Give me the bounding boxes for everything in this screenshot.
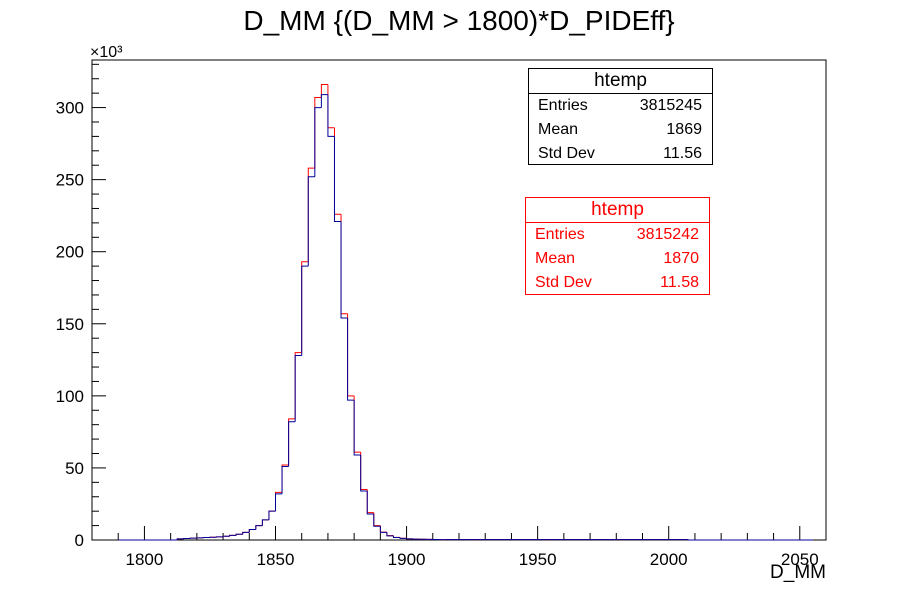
stats-row-entries: Entries 3815242 xyxy=(526,223,709,247)
histogram-bin xyxy=(366,489,374,514)
histogram-bin xyxy=(373,512,381,527)
histogram-bin xyxy=(255,525,263,530)
histogram-bin xyxy=(353,400,361,456)
histogram-bin xyxy=(301,261,309,353)
histogram-bin xyxy=(176,538,184,540)
x-tick-label: 1950 xyxy=(519,550,557,569)
stats-value: 11.56 xyxy=(663,145,702,162)
histogram-bin xyxy=(261,519,269,526)
y-axis: 0 50 100 150 200 250 300 xyxy=(56,63,106,550)
histogram-bin xyxy=(347,313,355,397)
y-multiplier: ×10³ xyxy=(90,44,123,61)
stats-label: Mean xyxy=(535,250,576,267)
histogram-bin xyxy=(229,534,237,537)
y-tick-label: 250 xyxy=(56,171,84,190)
stats-row-mean: Mean 1869 xyxy=(529,118,712,142)
histogram-bin xyxy=(379,525,387,533)
stats-label: Std Dev xyxy=(535,274,592,291)
chart-title: D_MM {(D_MM > 1800)*D_PIDEff} xyxy=(243,5,674,36)
stats-value: 1869 xyxy=(666,121,702,138)
stats-value: 1870 xyxy=(663,250,699,267)
histogram-bin xyxy=(360,454,368,492)
y-tick-label: 150 xyxy=(56,315,84,334)
histogram-bin xyxy=(366,490,374,515)
stats-box-red: htemp Entries 3815242 Mean 1870 Std Dev … xyxy=(525,197,710,295)
histogram-bin xyxy=(347,318,355,401)
histogram-bin xyxy=(340,221,348,319)
x-tick-label: 2050 xyxy=(781,550,819,569)
stats-row-stddev: Std Dev 11.58 xyxy=(526,271,709,295)
stats-label: Mean xyxy=(538,121,579,138)
histogram-series-blue xyxy=(118,94,813,541)
x-tick-label: 1850 xyxy=(257,550,295,569)
histogram-bin xyxy=(294,354,302,422)
histogram-bin xyxy=(327,84,335,129)
histogram-bin xyxy=(333,127,342,215)
histogram-bin xyxy=(281,465,289,494)
histogram-bin xyxy=(320,94,328,108)
stats-value: 3815245 xyxy=(639,97,702,114)
histogram-bin xyxy=(275,491,283,512)
x-tick-label: 2000 xyxy=(650,550,688,569)
stats-value: 11.58 xyxy=(660,274,699,291)
y-tick-label: 300 xyxy=(56,99,84,118)
x-tick-label: 1800 xyxy=(126,550,164,569)
histogram-bin xyxy=(373,514,381,527)
stats-label: Entries xyxy=(538,97,588,114)
histogram-bin xyxy=(386,532,394,537)
histogram-bin xyxy=(281,464,289,493)
histogram-bin xyxy=(275,493,283,512)
stats-value: 3815242 xyxy=(636,226,699,243)
plot-frame xyxy=(91,59,827,541)
histogram-bin xyxy=(261,519,269,526)
histogram-bin xyxy=(255,525,263,530)
histogram-bin xyxy=(379,526,387,533)
stats-row-mean: Mean 1870 xyxy=(526,247,709,271)
histogram-bin xyxy=(360,452,368,491)
histogram-bin xyxy=(353,395,361,453)
x-tick-label: 1900 xyxy=(388,550,426,569)
histogram-bin xyxy=(268,510,276,520)
histogram-bin xyxy=(307,167,315,262)
histogram-bin xyxy=(235,533,243,536)
stats-row-entries: Entries 3815245 xyxy=(529,94,712,118)
histogram-bin xyxy=(314,107,322,177)
stats-box-black: htemp Entries 3815245 Mean 1869 Std Dev … xyxy=(528,68,713,165)
x-axis: 1800 1850 1900 1950 2000 2050 xyxy=(117,526,819,569)
histogram-bin xyxy=(399,537,407,539)
stats-title: htemp xyxy=(526,198,709,223)
stats-label: Std Dev xyxy=(538,145,595,162)
histogram-bin xyxy=(294,352,302,419)
histogram-bin xyxy=(327,94,335,137)
histogram-bin xyxy=(248,528,256,533)
stats-label: Entries xyxy=(535,226,585,243)
histogram-bin xyxy=(288,418,296,466)
histogram-bin xyxy=(222,535,230,537)
histogram-bin xyxy=(320,84,328,98)
histogram-bin xyxy=(288,421,296,467)
stats-title: htemp xyxy=(529,69,712,94)
series-layer xyxy=(118,84,813,541)
histogram-bin xyxy=(307,176,315,267)
y-tick-label: 50 xyxy=(65,459,84,478)
histogram-bin xyxy=(242,531,250,535)
histogram-bin xyxy=(333,136,342,222)
y-tick-label: 0 xyxy=(75,531,84,550)
histogram-bin xyxy=(268,510,276,520)
histogram-bin xyxy=(314,96,322,169)
x-axis-label: D_MM xyxy=(770,562,826,583)
y-tick-label: 100 xyxy=(56,387,84,406)
histogram-bin xyxy=(340,214,348,315)
y-tick-label: 200 xyxy=(56,243,84,262)
stats-row-stddev: Std Dev 11.56 xyxy=(529,142,712,166)
histogram-bin xyxy=(392,535,401,539)
histogram-bin xyxy=(301,265,309,356)
histogram-bin xyxy=(386,532,394,537)
